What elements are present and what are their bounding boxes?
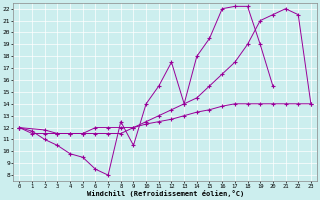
- X-axis label: Windchill (Refroidissement éolien,°C): Windchill (Refroidissement éolien,°C): [86, 190, 244, 197]
